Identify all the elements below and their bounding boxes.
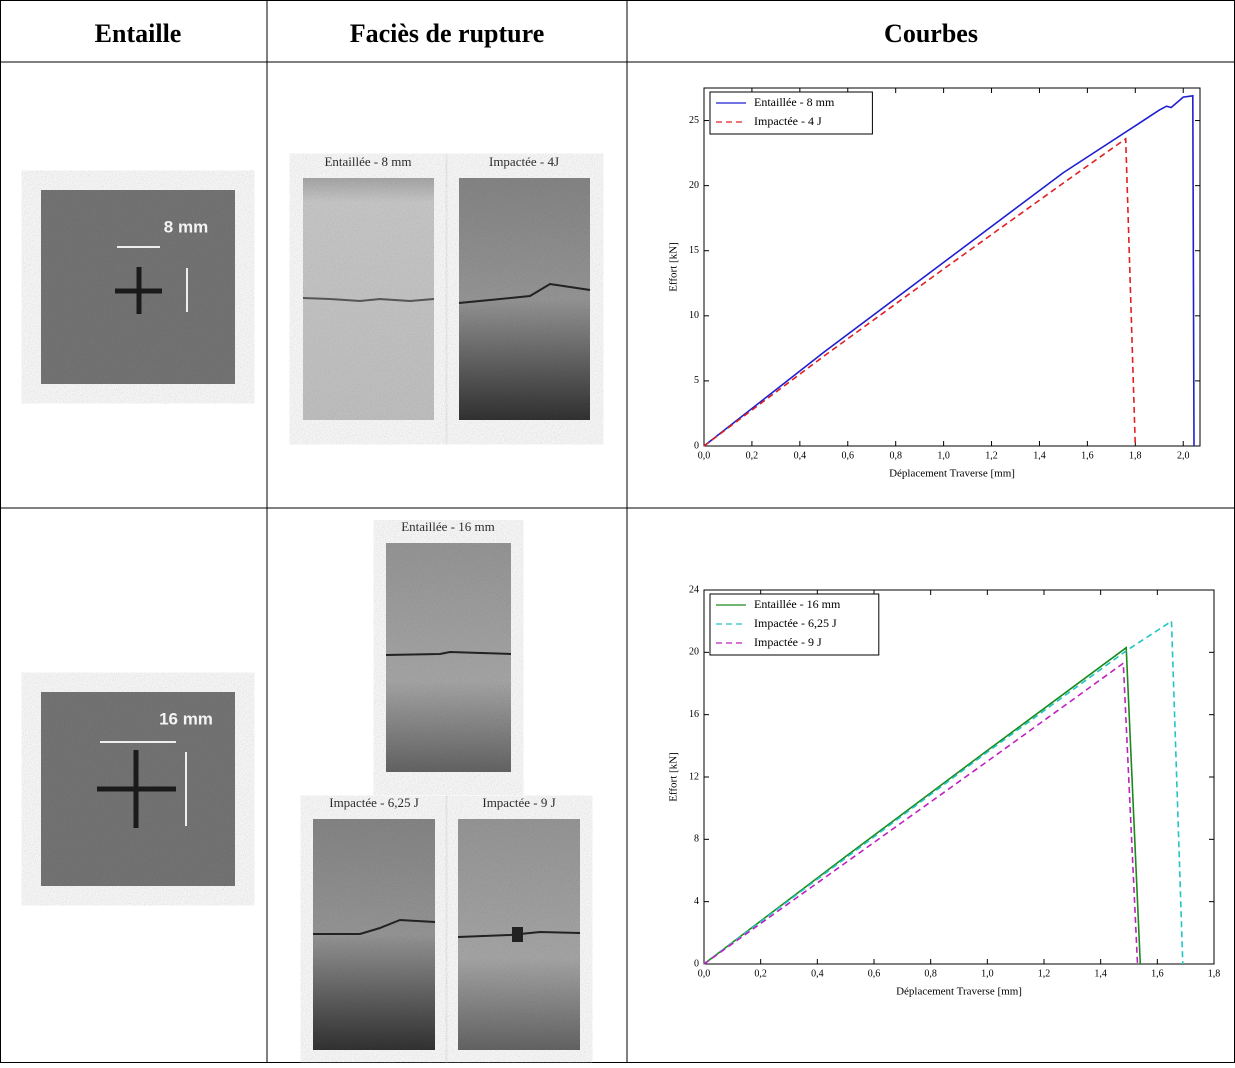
data-line — [703, 646, 1142, 965]
fracture-photo — [385, 543, 512, 772]
x-tick-label: 0,6 — [868, 968, 881, 979]
legend-label: Entaillée - 8 mm — [754, 95, 835, 109]
data-line — [703, 619, 1184, 965]
y-tick-label: 15 — [689, 245, 699, 256]
y-tick-label: 16 — [689, 709, 699, 720]
x-tick-label: 0,6 — [842, 450, 855, 461]
header: Entaille — [95, 19, 182, 48]
x-tick-label: 1,2 — [1038, 968, 1051, 979]
legend-label: Entaillée - 16 mm — [754, 597, 841, 611]
charts: 0,0 0,2 0,4 0,6 0,8 1,0 1,2 1,4 1,6 1,8 2,0 0 5 10 15 2… — [668, 87, 1221, 998]
y-axis-label: Effort [kN] — [668, 752, 680, 802]
header: Faciès de rupture — [350, 19, 545, 48]
x-axis-label: Déplacement Traverse [mm] — [889, 468, 1015, 480]
legend-label: Impactée - 9 J — [754, 635, 822, 649]
data-line — [703, 661, 1139, 965]
y-tick-label: 8 — [694, 834, 699, 845]
x-tick-label: 2,0 — [1177, 450, 1190, 461]
x-tick-label: 1,2 — [985, 450, 998, 461]
caption: Entaillée - 16 mm — [401, 519, 495, 534]
caption: Entaillée - 8 mm — [324, 154, 411, 169]
plot-frame — [703, 87, 1201, 447]
caption: Impactée - 6,25 J — [329, 795, 419, 810]
y-tick-label: 20 — [689, 180, 699, 191]
legend-label: Impactée - 4 J — [754, 114, 822, 128]
x-tick-label: 1,4 — [1033, 450, 1046, 461]
notch-photo: 8 mm — [41, 190, 235, 384]
x-tick-label: 0,4 — [811, 968, 824, 979]
x-tick-label: 1,0 — [981, 968, 994, 979]
x-tick-label: 0,8 — [889, 450, 902, 461]
fracture-photo — [313, 819, 436, 1050]
x-tick-label: 0,0 — [698, 450, 711, 461]
x-axis-label: Déplacement Traverse [mm] — [896, 986, 1022, 998]
y-tick-label: 5 — [694, 375, 699, 386]
legend-label: Impactée - 6,25 J — [754, 616, 837, 630]
y-tick-label: 25 — [689, 115, 699, 126]
x-tick-label: 0,8 — [924, 968, 937, 979]
notch-label: 8 mm — [164, 217, 208, 236]
legend-box — [709, 91, 873, 135]
x-tick-label: 1,0 — [937, 450, 950, 461]
y-tick-label: 12 — [689, 771, 699, 782]
y-tick-label: 0 — [694, 958, 699, 969]
x-tick-label: 1,8 — [1129, 450, 1142, 461]
x-tick-label: 0,2 — [754, 968, 767, 979]
caption: Impactée - 9 J — [482, 795, 555, 810]
data-line — [703, 94, 1195, 447]
fracture-photo — [302, 178, 435, 420]
y-tick-label: 20 — [689, 647, 699, 658]
y-tick-label: 4 — [694, 896, 699, 907]
x-tick-label: 1,6 — [1151, 968, 1164, 979]
caption: Impactée - 4J — [489, 154, 559, 169]
fracture-photo — [457, 819, 581, 1050]
notch-photo: 16 mm — [41, 692, 235, 886]
fracture-photo — [458, 178, 591, 420]
header: Courbes — [884, 19, 978, 48]
x-tick-label: 0,4 — [794, 450, 807, 461]
x-tick-label: 0,0 — [698, 968, 711, 979]
x-tick-label: 1,8 — [1208, 968, 1221, 979]
y-tick-label: 0 — [694, 440, 699, 451]
y-tick-label: 24 — [689, 584, 699, 595]
notch-label: 16 mm — [159, 709, 213, 728]
x-tick-label: 0,2 — [746, 450, 759, 461]
x-tick-label: 1,6 — [1081, 450, 1094, 461]
data-line — [703, 137, 1137, 447]
y-tick-label: 10 — [689, 310, 699, 321]
x-tick-label: 1,4 — [1094, 968, 1107, 979]
y-axis-label: Effort [kN] — [668, 242, 680, 292]
